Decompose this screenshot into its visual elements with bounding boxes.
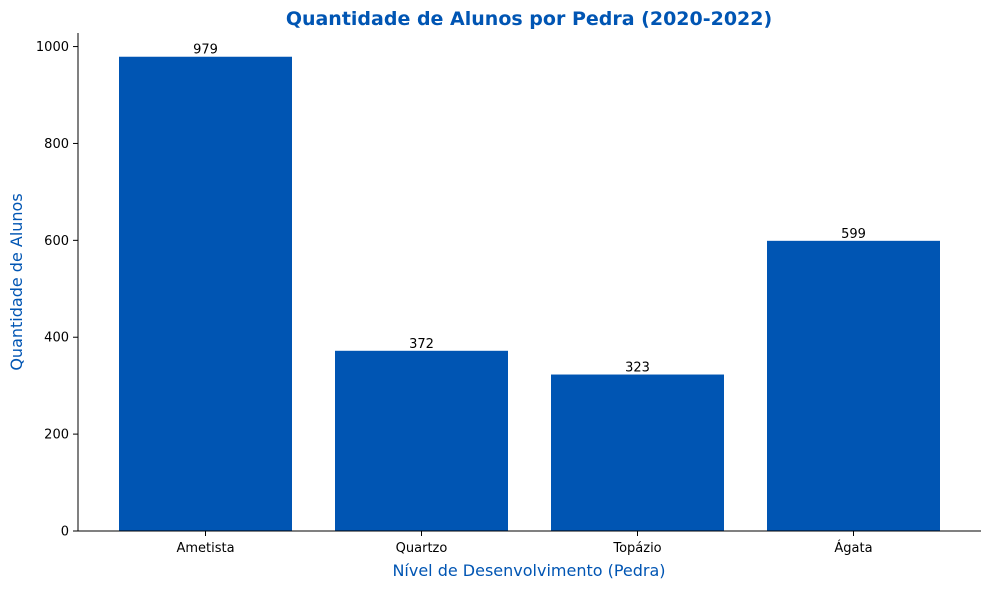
y-axis-label: Quantidade de Alunos: [7, 193, 26, 370]
x-tick-label: Ametista: [176, 541, 234, 556]
x-tick-label: Topázio: [612, 541, 661, 556]
y-tick-label: 600: [44, 234, 69, 249]
bar-value-label: 979: [193, 43, 218, 58]
bar-ágata: [767, 240, 940, 532]
x-axis-label: Nível de Desenvolvimento (Pedra): [392, 561, 665, 580]
x-tick-label: Ágata: [834, 540, 872, 556]
plot-area: 0 200 400 600 800 1000 979 Ametista 372 Quartzo 32…: [36, 40, 940, 556]
bar-quartzo: [335, 350, 508, 531]
x-tick-label: Quartzo: [396, 541, 448, 556]
y-tick-label: 0: [61, 525, 69, 540]
y-tick-label: 1000: [36, 40, 69, 55]
y-tick-label: 400: [44, 331, 69, 346]
bar-value-label: 323: [625, 361, 650, 376]
bar-value-label: 599: [841, 227, 866, 242]
bar-topázio: [551, 374, 724, 531]
bar-value-label: 372: [409, 337, 434, 352]
bar-ametista: [119, 56, 292, 531]
chart-title: Quantidade de Alunos por Pedra (2020-202…: [286, 8, 772, 30]
y-tick-label: 800: [44, 137, 69, 152]
y-tick-label: 200: [44, 428, 69, 443]
